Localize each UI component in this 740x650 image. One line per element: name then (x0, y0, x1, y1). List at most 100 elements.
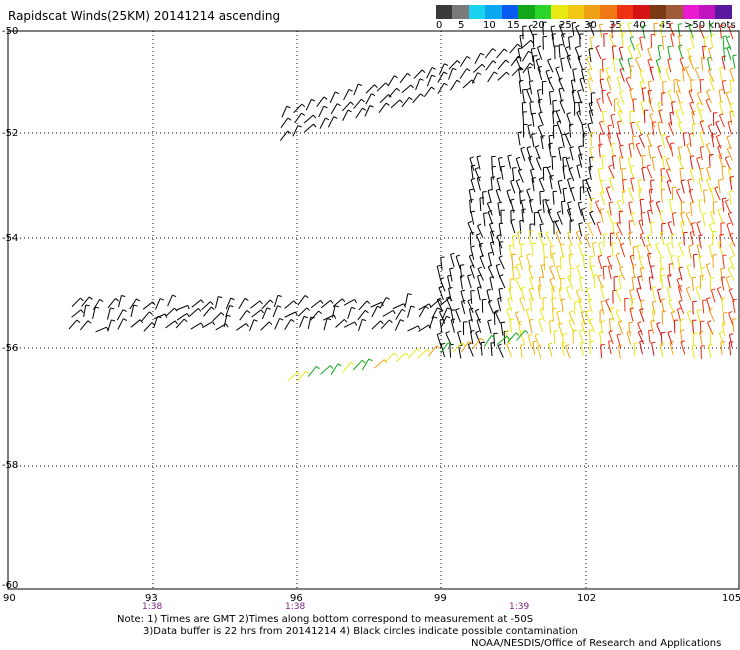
wind-barb (596, 97, 602, 113)
wind-barb (522, 111, 527, 126)
wind-barb (605, 186, 612, 201)
wind-barb (537, 98, 543, 113)
wind-barb (499, 274, 506, 289)
wind-barb (506, 342, 513, 357)
wind-barb (657, 121, 662, 136)
wind-barb (358, 300, 371, 311)
wind-barb (665, 67, 671, 82)
legend-swatch (518, 5, 535, 19)
wind-barb (540, 135, 545, 150)
wind-barb (361, 358, 373, 371)
wind-barb (498, 255, 505, 270)
wind-barb (500, 165, 505, 180)
wind-barb (603, 233, 608, 248)
wind-barb (686, 142, 692, 158)
wind-barb (413, 69, 426, 79)
wind-barb (293, 103, 306, 114)
wind-barb (554, 219, 562, 235)
wind-barb (537, 231, 545, 246)
wind-barb (528, 80, 534, 95)
wind-barb (729, 176, 734, 191)
wind-barb (598, 120, 605, 135)
legend-swatch (468, 5, 486, 19)
wind-barb (527, 333, 533, 349)
wind-barb (608, 164, 615, 179)
wind-barb (640, 300, 645, 315)
wind-barb (551, 156, 557, 170)
wind-barb (590, 132, 595, 146)
wind-barb (327, 116, 338, 128)
wind-barb (577, 89, 582, 104)
wind-barb (440, 256, 445, 271)
wind-barb (426, 74, 436, 87)
legend-swatch (633, 5, 650, 19)
wind-barb (457, 330, 462, 345)
wind-barb (526, 146, 532, 161)
wind-barb (688, 188, 694, 203)
wind-barb (551, 252, 556, 267)
wind-barb (635, 56, 642, 71)
wind-barb (462, 79, 475, 89)
wind-barb (631, 135, 637, 150)
wind-barb (576, 264, 582, 279)
wind-barb (447, 274, 452, 289)
wind-barb (547, 58, 554, 73)
wind-barb (671, 212, 677, 227)
wind-barb (688, 24, 694, 39)
legend-swatch (600, 5, 617, 19)
wind-barb (706, 177, 712, 193)
wind-barb (355, 107, 367, 119)
wind-barb (357, 309, 369, 321)
wind-barb (640, 100, 645, 115)
wind-barb (596, 221, 602, 236)
wind-barb (521, 39, 534, 49)
wind-barb (407, 325, 421, 332)
wind-barb (721, 197, 727, 212)
wind-barb (560, 277, 565, 292)
wind-barb (388, 87, 401, 98)
wind-barb (657, 101, 663, 116)
wind-barb (511, 167, 517, 181)
wind-barb (629, 307, 634, 322)
wind-barb (670, 255, 676, 270)
wind-barb (627, 45, 634, 60)
wind-barb (639, 308, 645, 323)
wind-barb (638, 219, 644, 234)
wind-barb (707, 123, 715, 139)
wind-barb (470, 210, 476, 225)
wind-barb (107, 319, 116, 332)
wind-barb (520, 199, 526, 214)
wind-barb (709, 154, 714, 168)
legend-label: 45 (659, 20, 672, 31)
wind-barb (579, 186, 585, 201)
wind-barb (450, 318, 456, 333)
wind-barb (495, 188, 501, 203)
wind-barb (615, 252, 621, 267)
lon-label: 99 (434, 593, 447, 604)
wind-barb (518, 255, 524, 270)
wind-barb (612, 222, 617, 237)
wind-barb (476, 176, 482, 191)
wind-barb (515, 263, 522, 278)
wind-barb (722, 254, 727, 269)
wind-barb (399, 72, 411, 84)
wind-barb (639, 340, 644, 355)
wind-barb (669, 340, 674, 355)
wind-barb (576, 110, 583, 125)
wind-barb (706, 89, 712, 104)
wind-barb (522, 62, 534, 74)
wind-barb (407, 305, 415, 318)
wind-barb (712, 254, 718, 268)
wind-barb (335, 319, 348, 328)
wind-barb (608, 176, 615, 192)
wind-barb (673, 79, 678, 93)
wind-barb (646, 244, 652, 259)
wind-barb (577, 55, 583, 70)
wind-barb (646, 132, 652, 148)
wind-barb (578, 222, 583, 237)
wind-barb (564, 344, 571, 359)
wind-barb (700, 345, 706, 359)
wind-barb (720, 222, 725, 237)
wind-barb (279, 130, 292, 141)
wind-barb (595, 200, 602, 215)
